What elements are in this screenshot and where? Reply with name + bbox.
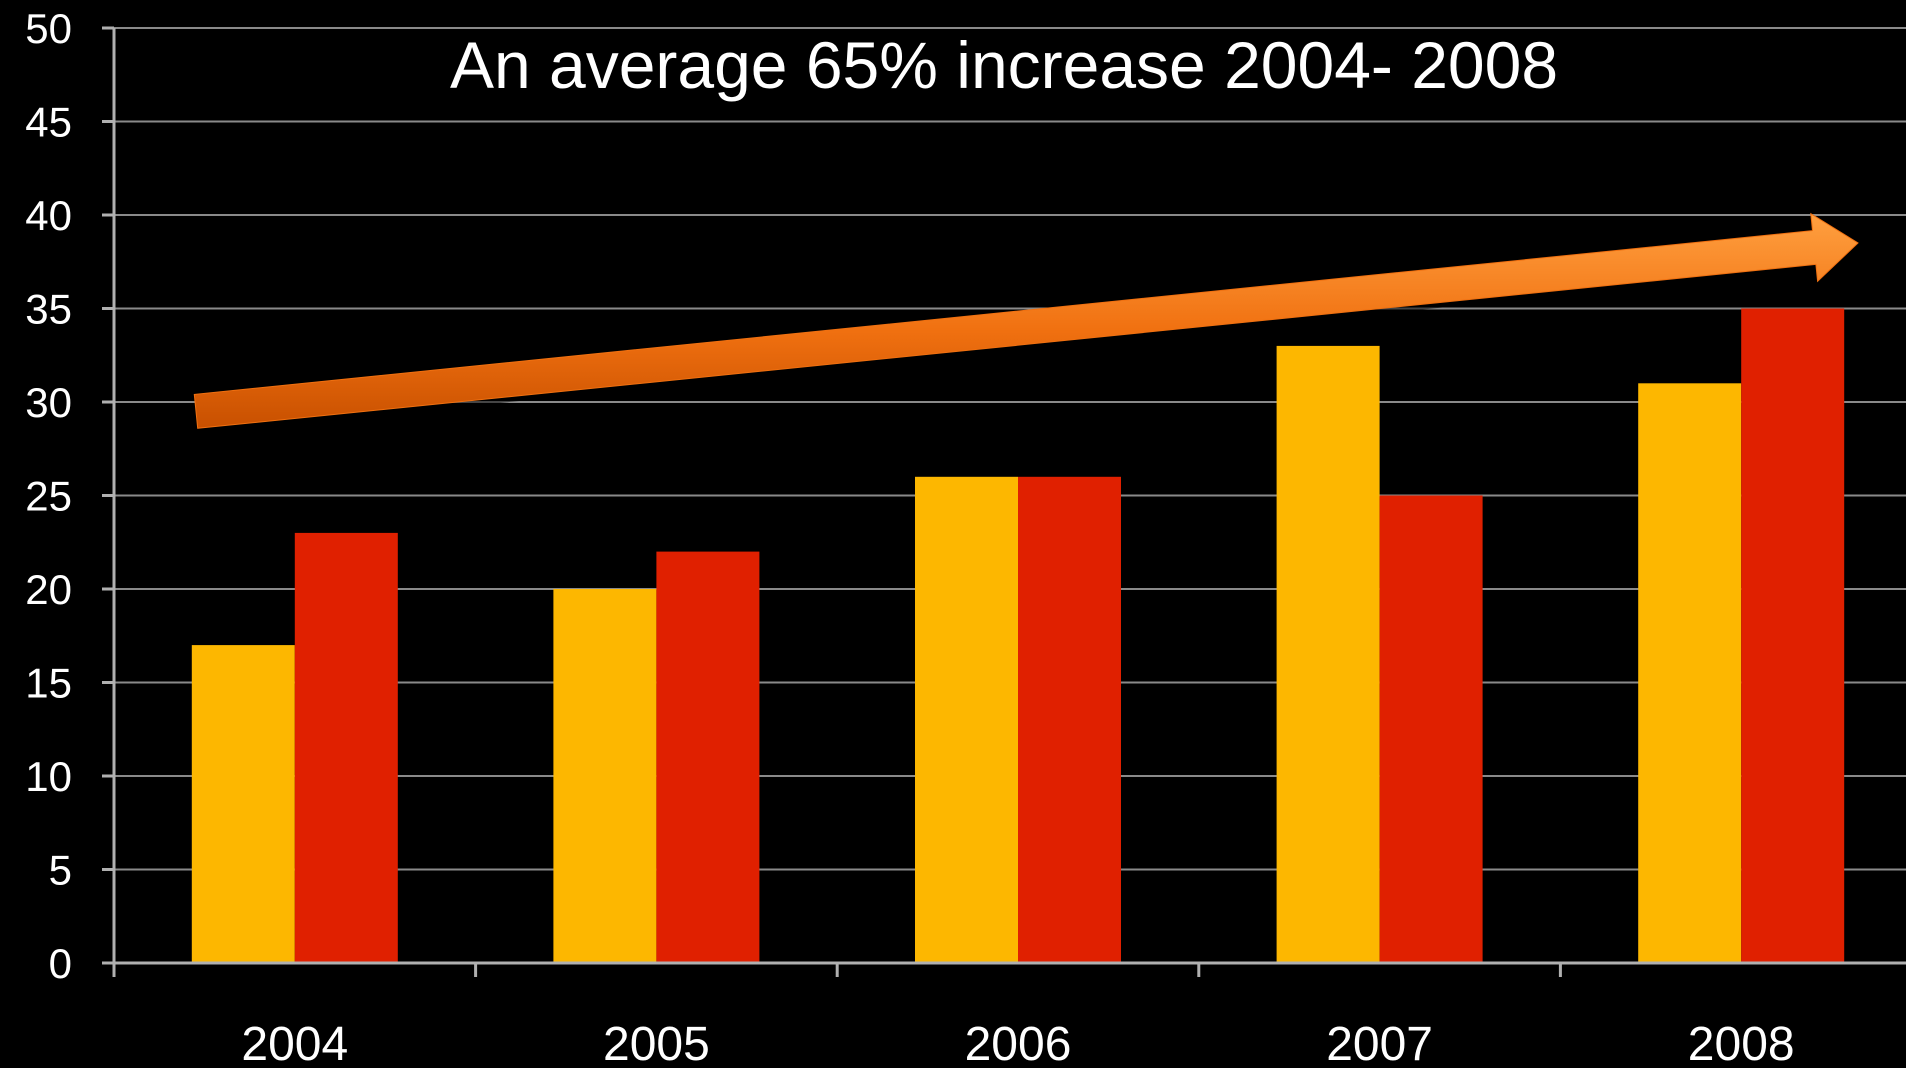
y-tick-label: 30 — [25, 379, 72, 426]
y-tick-label: 50 — [25, 5, 72, 52]
y-tick-label: 10 — [25, 753, 72, 800]
y-tick-label: 5 — [49, 847, 72, 894]
y-tick-label: 20 — [25, 566, 72, 613]
trend-arrow-shape — [193, 212, 1859, 429]
bar-2005-series-2 — [656, 551, 760, 963]
y-tick-label: 15 — [25, 660, 72, 707]
x-tick-label: 2008 — [1688, 1018, 1795, 1068]
x-tick-label: 2004 — [241, 1018, 348, 1068]
bar-2006-series-1 — [915, 476, 1018, 963]
y-tick-labels: 0 5 10 15 20 25 30 35 40 45 50 — [25, 5, 72, 987]
x-tick-labels: 2004 2005 2006 2007 2008 — [241, 1018, 1794, 1068]
bar-2005-series-1 — [553, 589, 657, 963]
bar-2004-series-2 — [294, 532, 398, 963]
bar-2007-series-1 — [1276, 345, 1380, 963]
bar-2008-series-2 — [1741, 308, 1845, 963]
y-tick-label: 25 — [25, 473, 72, 520]
trend-arrow — [193, 212, 1861, 434]
bars — [191, 308, 1845, 963]
bar-2008-series-1 — [1638, 383, 1742, 963]
x-tick-label: 2007 — [1326, 1018, 1433, 1068]
y-tick-label: 45 — [25, 99, 72, 146]
chart-annotation: An average 65% increase 2004- 2008 — [450, 28, 1558, 102]
y-tick-label: 0 — [49, 940, 72, 987]
bar-2007-series-2 — [1379, 495, 1483, 963]
bar-2004-series-1 — [191, 645, 295, 963]
x-tick-label: 2006 — [965, 1018, 1072, 1068]
bar-2006-series-2 — [1018, 476, 1121, 963]
axes — [102, 26, 1906, 977]
y-tick-label: 40 — [25, 192, 72, 239]
y-tick-label: 35 — [25, 286, 72, 333]
x-tick-label: 2005 — [603, 1018, 710, 1068]
